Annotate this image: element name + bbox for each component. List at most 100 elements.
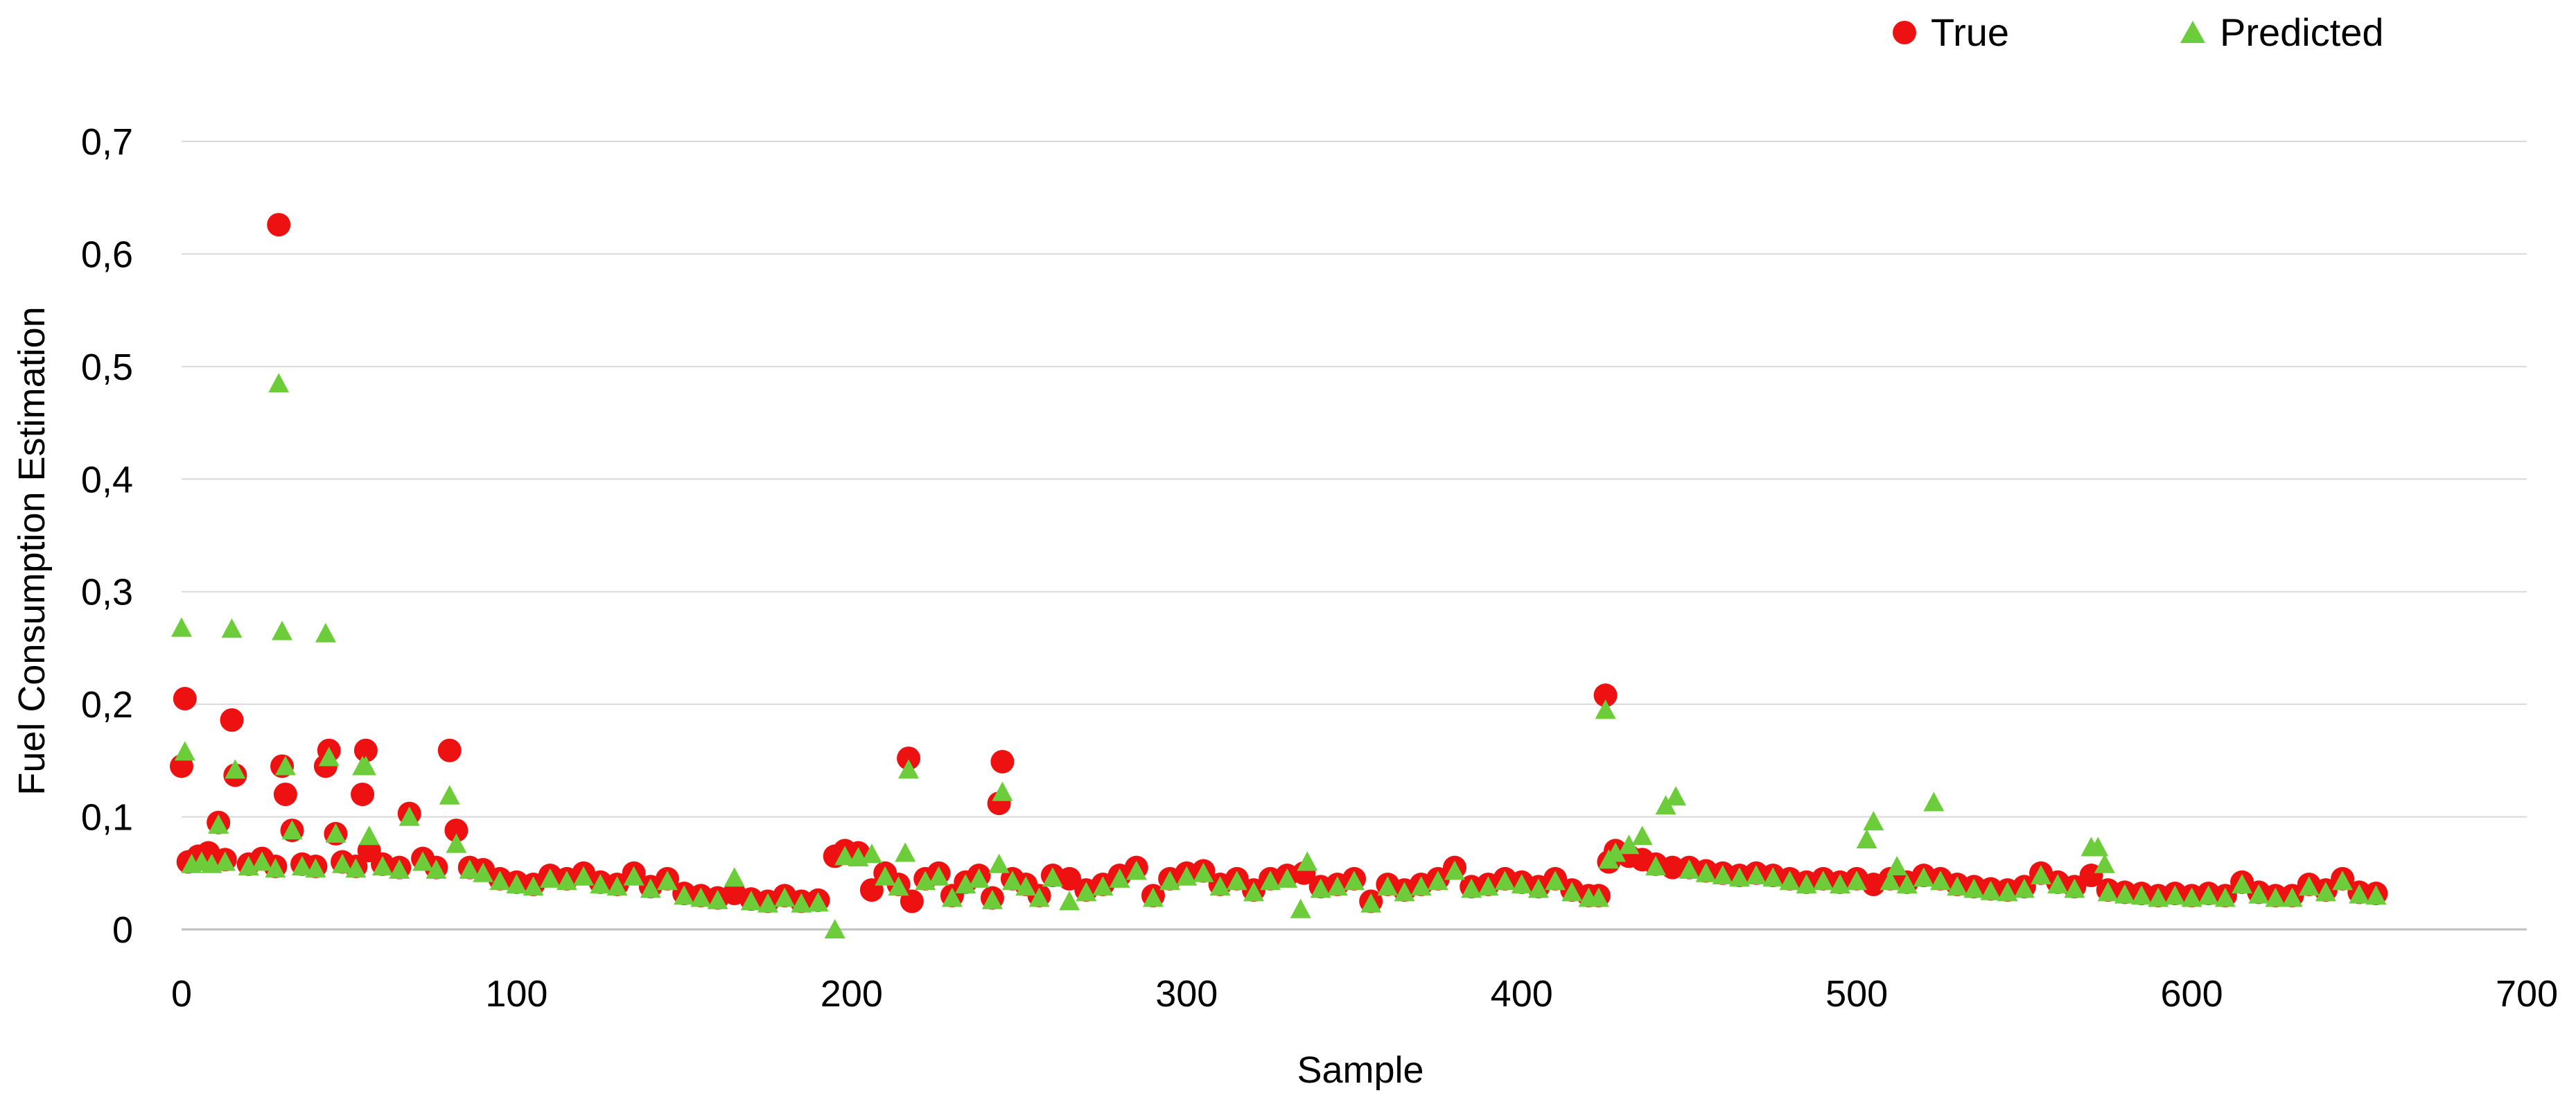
predicted-point (1930, 871, 1951, 891)
predicted-point (2332, 871, 2354, 891)
predicted-point (292, 856, 313, 875)
y-tick-label: 0,4 (81, 459, 133, 500)
predicted-point (1618, 834, 1640, 855)
predicted-point (1527, 878, 1549, 898)
predicted-point (1588, 887, 1609, 907)
predicted-point (1856, 829, 1877, 849)
predicted-point (355, 755, 376, 776)
legend: True Predicted (1893, 10, 2384, 54)
predicted-point (473, 862, 494, 882)
predicted-point (690, 887, 712, 907)
predicted-point (1923, 791, 1945, 812)
true-point (1058, 866, 1082, 891)
true-point (1593, 683, 1618, 708)
predicted-point (1665, 786, 1687, 806)
legend-true-marker (1893, 21, 1916, 44)
predicted-point (2148, 887, 2169, 907)
predicted-point (1494, 871, 1516, 891)
predicted-point (981, 889, 1003, 909)
predicted-point (707, 889, 728, 909)
predicted-point (2131, 885, 2153, 905)
predicted-point (1427, 871, 1448, 891)
predicted-point (988, 853, 1010, 873)
predicted-point (1001, 871, 1023, 891)
predicted-point (724, 867, 745, 887)
predicted-point (274, 755, 296, 776)
predicted-point (446, 833, 467, 853)
predicted-point (1260, 871, 1281, 891)
predicted-point (1746, 865, 1767, 884)
predicted-point (955, 874, 976, 893)
predicted-point (1360, 893, 1382, 913)
true-point (173, 687, 197, 711)
predicted-point (834, 846, 856, 866)
predicted-point (1290, 898, 1311, 918)
predicted-point (1655, 795, 1676, 815)
predicted-point (1394, 882, 1415, 902)
predicted-point (774, 887, 796, 907)
true-point (897, 746, 921, 771)
predicted-point (657, 871, 678, 891)
x-tick-label: 700 (2496, 973, 2558, 1015)
predicted-point (2094, 853, 2115, 873)
predicted-point (523, 876, 544, 896)
true-point (437, 738, 462, 762)
predicted-point (1193, 862, 1214, 882)
predicted-point (1059, 891, 1080, 911)
predicted-point (1980, 880, 2001, 900)
predicted-point (1444, 860, 1465, 880)
y-tick-labels: 0 0,1 0,2 0,3 0,4 0,5 0,6 0,7 (81, 121, 133, 951)
true-point (444, 819, 468, 843)
predicted-point (345, 858, 367, 878)
predicted-point (1679, 859, 1700, 879)
predicted-point (875, 866, 896, 886)
predicted-point (332, 853, 353, 873)
predicted-point (1243, 882, 1264, 902)
y-axis-title: Fuel Consumption Estimation (11, 306, 53, 795)
predicted-point (2265, 887, 2286, 907)
legend-predicted-marker (2180, 21, 2205, 43)
predicted-point (928, 866, 949, 886)
predicted-point (2013, 878, 2035, 898)
predicted-point (1042, 867, 1063, 887)
predicted-point (606, 876, 628, 896)
predicted-point (1326, 876, 1348, 896)
predicted-point (281, 820, 303, 840)
predicted-point (941, 887, 963, 907)
x-tick-label: 100 (485, 973, 547, 1015)
predicted-point (2064, 878, 2085, 898)
predicted-point (225, 759, 246, 779)
predicted-point (1545, 871, 1566, 891)
predicted-point (573, 866, 595, 886)
predicted-point (757, 893, 778, 913)
predicted-point (265, 858, 286, 878)
y-tick-label: 0,5 (81, 347, 133, 388)
predicted-point (1125, 860, 1147, 880)
predicted-point (372, 856, 394, 875)
predicted-point (2198, 885, 2219, 905)
predicted-point (459, 859, 480, 879)
legend-true-label: True (1931, 10, 2009, 54)
predicted-point (1963, 878, 1985, 898)
predicted-point (640, 878, 661, 898)
predicted-point (389, 859, 410, 879)
predicted-point (1561, 882, 1583, 902)
predicted-point (1712, 865, 1733, 884)
predicted-point (556, 871, 577, 891)
y-tick-label: 0,7 (81, 121, 133, 163)
predicted-point (674, 885, 695, 905)
predicted-point (1076, 882, 1097, 902)
predicted-point (2031, 865, 2051, 884)
predicted-point (1028, 887, 1050, 907)
x-tick-label: 400 (1491, 973, 1553, 1015)
predicted-point (1377, 876, 1399, 896)
y-tick-label: 0,1 (81, 797, 133, 839)
predicted-point (1863, 811, 1884, 831)
predicted-point (2315, 882, 2336, 902)
predicted-point (2097, 882, 2119, 902)
true-point (351, 782, 375, 807)
predicted-point (171, 617, 192, 637)
predicted-point (1796, 874, 1817, 893)
predicted-point (1997, 882, 2018, 902)
